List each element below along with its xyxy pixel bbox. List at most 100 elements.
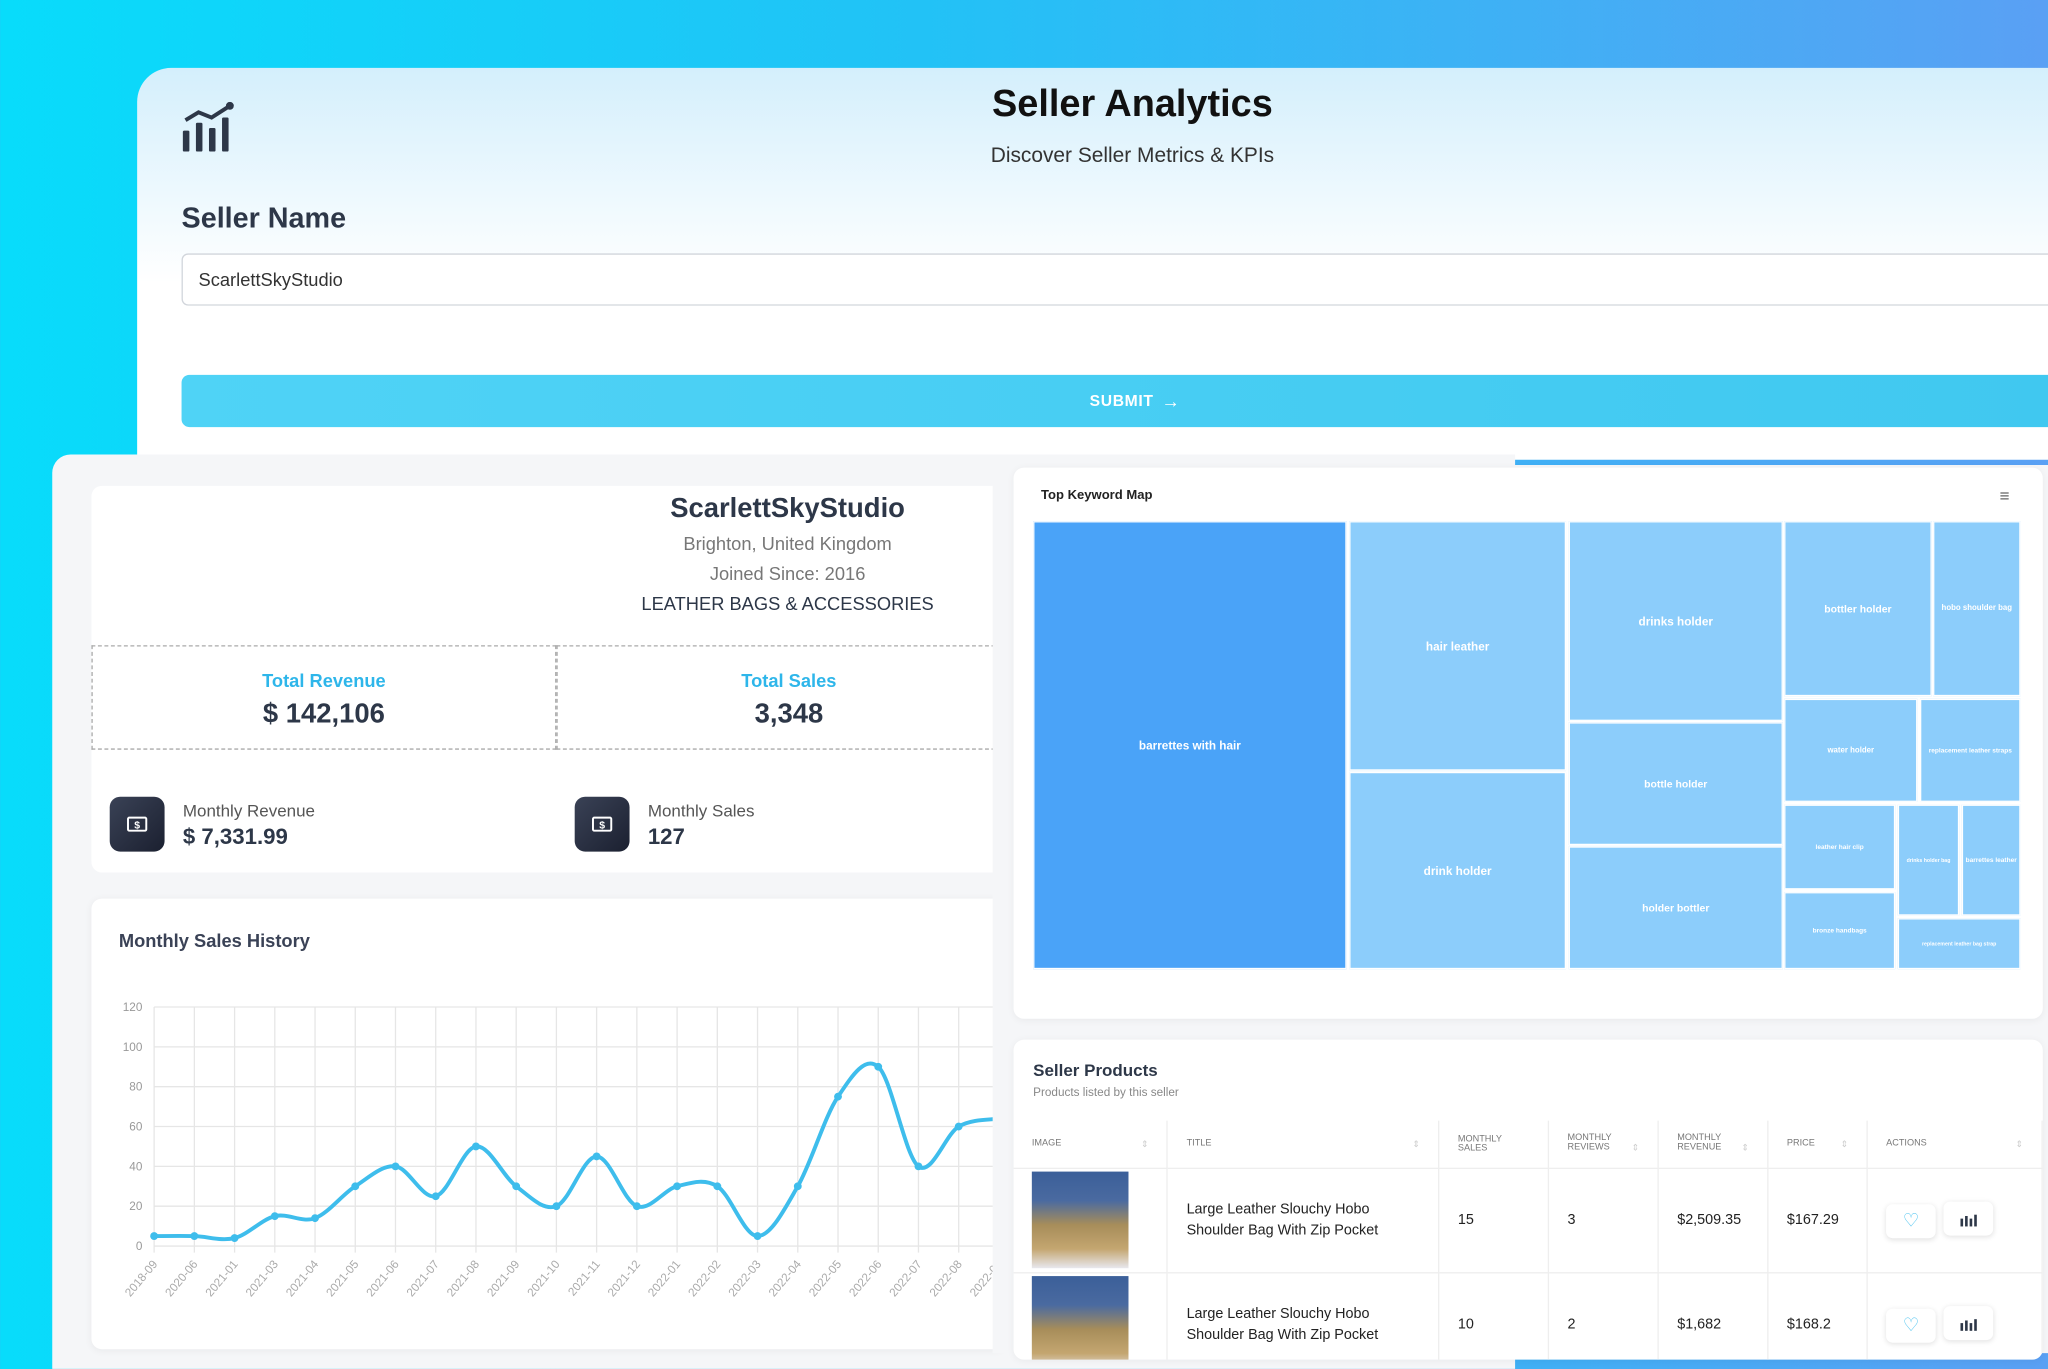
x-tick-label: 2022-07 (887, 1258, 925, 1299)
seller-location: Brighton, United Kingdom (683, 532, 892, 554)
column-header[interactable]: MONTHLY REVENUE ⇕ (1658, 1120, 1769, 1169)
treemap-tile[interactable]: drinks holder bag (1897, 804, 1960, 916)
x-tick-label: 2022-06 (847, 1258, 885, 1300)
column-label: ACTIONS (1886, 1138, 1927, 1148)
column-header[interactable]: MONTHLY REVIEWS ⇕ (1548, 1120, 1659, 1169)
treemap-tile[interactable]: replacement leather bag strap (1897, 918, 2021, 970)
product-title[interactable]: Large Leather Slouchy Hobo Shoulder Bag … (1167, 1167, 1440, 1273)
sort-icon[interactable]: ⇕ (1741, 1144, 1750, 1154)
seller-name-label: Seller Name (181, 201, 347, 234)
x-tick-label: 2021-04 (284, 1258, 322, 1300)
table-header: IMAGE ⇕ TITLE ⇕ MONTHLY SALES MONTHLY REVIEWS… (1013, 1120, 2043, 1169)
keyword-map-title: Top Keyword Map (1040, 488, 1153, 503)
data-point (552, 1202, 561, 1211)
column-header[interactable]: IMAGE ⇕ (1013, 1120, 1169, 1169)
page-subtitle: Discover Seller Metrics & KPIs (990, 144, 1275, 168)
product-image[interactable] (1031, 1171, 1129, 1269)
x-tick-label: 2022-02 (686, 1258, 724, 1299)
x-tick-label: 2021-09 (485, 1258, 523, 1299)
data-point (673, 1182, 682, 1191)
x-tick-label: 2021-10 (525, 1258, 563, 1300)
bar-chart-icon (1960, 1319, 1977, 1332)
dollar-bill-icon: $ (109, 796, 165, 852)
treemap-tile[interactable]: holder bottler (1568, 846, 1783, 970)
data-point (874, 1062, 883, 1071)
x-tick-label: 2021-07 (404, 1258, 442, 1299)
product-monthly-sales: 10 (1438, 1272, 1550, 1360)
column-header[interactable]: PRICE ⇕ (1767, 1120, 1868, 1169)
total-sales-label: Total Sales (741, 670, 837, 691)
dollar-bill-icon: $ (574, 796, 630, 852)
treemap-tile[interactable]: hair leather (1349, 521, 1567, 771)
data-point (351, 1182, 360, 1191)
treemap-tile[interactable]: replacement leather straps (1919, 698, 2021, 802)
data-point (834, 1092, 842, 1101)
treemap-tile[interactable]: bottler holder (1784, 521, 1932, 697)
x-tick-label: 2021-06 (364, 1258, 402, 1300)
treemap-tile[interactable]: drink holder (1349, 771, 1567, 970)
favorite-button[interactable]: ♡ (1886, 1308, 1936, 1343)
monthly-sales-chart-card: Monthly Sales History 0 20 40 60 80 100 120 201… (91, 898, 1006, 1350)
treemap-tile[interactable]: hobo shoulder bag (1933, 521, 2021, 697)
svg-text:$: $ (134, 821, 140, 832)
data-point (431, 1192, 440, 1201)
total-revenue-card: Total Revenue $ 142,106 (91, 645, 557, 750)
data-point (150, 1232, 159, 1240)
sort-icon[interactable]: ⇕ (1840, 1139, 1849, 1150)
column-label: MONTHLY REVIEWS (1567, 1134, 1612, 1153)
analytics-button[interactable] (1943, 1201, 1994, 1236)
favorite-button[interactable]: ♡ (1886, 1203, 1936, 1238)
monthly-revenue-label: Monthly Revenue (182, 800, 315, 821)
x-tick-label: 2021-08 (444, 1258, 482, 1300)
treemap-tile[interactable]: leather hair clip (1784, 804, 1896, 890)
y-tick-label: 20 (129, 1200, 143, 1213)
data-point (713, 1182, 722, 1191)
y-tick-label: 80 (129, 1081, 143, 1094)
y-tick-label: 100 (123, 1041, 143, 1054)
analytics-button[interactable] (1943, 1306, 1994, 1341)
product-price: $168.2 (1767, 1272, 1868, 1360)
sort-icon[interactable]: ⇕ (1141, 1139, 1149, 1150)
column-header[interactable]: TITLE ⇕ (1167, 1120, 1440, 1169)
product-price: $167.29 (1767, 1167, 1868, 1273)
sort-icon[interactable]: ⇕ (1412, 1139, 1421, 1150)
column-label: MONTHLY REVENUE (1677, 1134, 1722, 1153)
data-point (753, 1232, 762, 1240)
menu-icon[interactable]: ≡ (1999, 485, 2010, 506)
treemap-tile[interactable]: barrettes leather (1961, 804, 2021, 916)
column-header[interactable]: MONTHLY SALES (1438, 1120, 1550, 1169)
data-point (914, 1162, 923, 1171)
products-subtitle: Products listed by this seller (1033, 1085, 1179, 1099)
product-monthly-reviews: 3 (1548, 1167, 1659, 1273)
product-monthly-revenue: $2,509.35 (1658, 1167, 1769, 1273)
treemap-tile[interactable]: drinks holder (1568, 521, 1783, 721)
keyword-treemap: barrettes with hair hair leather drink hol… (1033, 521, 2021, 970)
product-title[interactable]: Large Leather Slouchy Hobo Shoulder Bag … (1167, 1272, 1440, 1360)
treemap-tile[interactable]: water holder (1784, 698, 1918, 802)
submit-button[interactable]: SUBMIT → (181, 374, 2048, 428)
column-header[interactable]: ACTIONS ⇕ (1867, 1120, 2043, 1169)
y-tick-label: 40 (129, 1160, 143, 1173)
product-image[interactable] (1031, 1276, 1129, 1360)
monthly-revenue-card: $ Monthly Revenue $ 7,331.99 (91, 777, 552, 872)
x-tick-label: 2022-01 (646, 1258, 684, 1299)
x-tick-label: 2022-04 (766, 1258, 804, 1300)
heart-icon: ♡ (1902, 1314, 1920, 1336)
data-point (190, 1232, 199, 1240)
monthly-revenue-value: $ 7,331.99 (182, 824, 288, 849)
table-row: Large Leather Slouchy Hobo Shoulder Bag … (1013, 1272, 2043, 1360)
treemap-tile[interactable]: bronze handbags (1784, 892, 1896, 970)
data-point (270, 1212, 279, 1221)
data-point (793, 1182, 802, 1191)
treemap-tile[interactable]: bottle holder (1568, 722, 1783, 846)
svg-text:$: $ (599, 821, 605, 832)
bar-chart-icon (1960, 1215, 1977, 1227)
total-revenue-label: Total Revenue (262, 670, 386, 691)
sort-icon[interactable]: ⇕ (2015, 1139, 2024, 1150)
treemap-tile[interactable]: barrettes with hair (1033, 521, 1347, 970)
seller-name-input[interactable] (181, 253, 2048, 306)
data-point (391, 1162, 400, 1171)
sort-icon[interactable]: ⇕ (1631, 1144, 1640, 1154)
products-title: Seller Products (1033, 1060, 1158, 1081)
x-tick-label: 2018-09 (123, 1258, 161, 1299)
